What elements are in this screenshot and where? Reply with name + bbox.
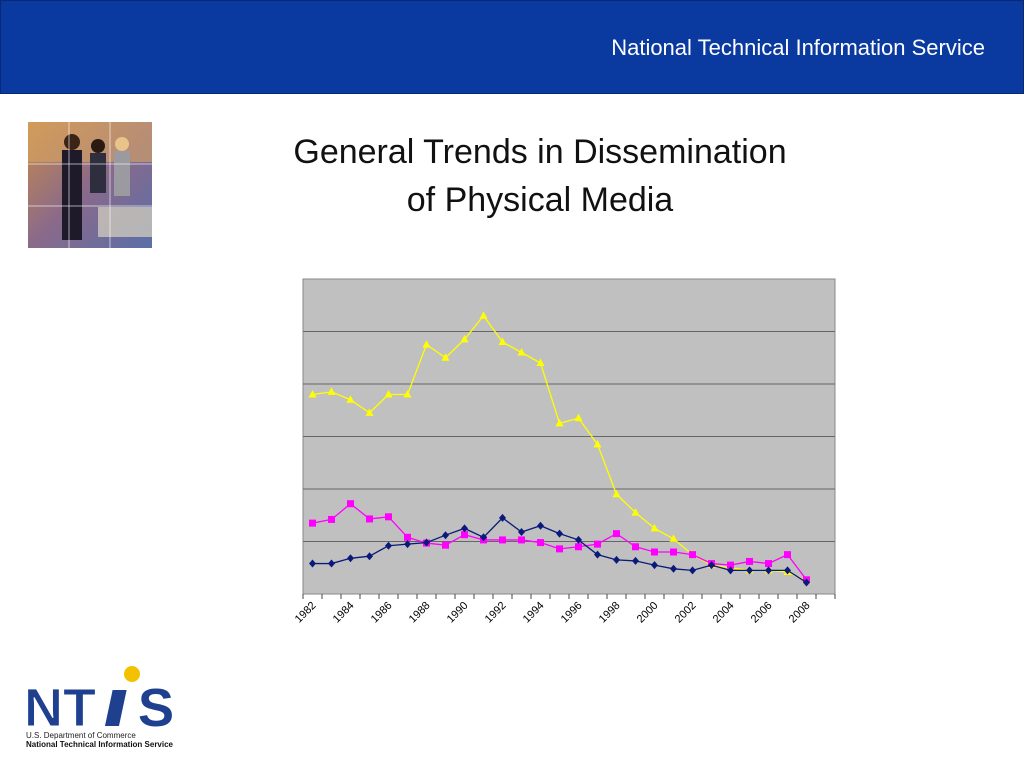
data-point [727,561,734,569]
data-point [442,541,449,549]
data-point [460,334,469,343]
data-point [404,533,411,541]
x-tick-label: 1988 [407,600,433,626]
data-point [517,348,526,356]
data-point [518,536,525,544]
data-point [575,543,582,551]
data-point [404,540,411,549]
data-point [632,556,639,565]
data-point [327,387,336,395]
data-point [556,545,563,553]
x-tick-label: 1994 [521,600,547,626]
ntis-logo: NT S [22,660,202,755]
data-point [536,358,545,366]
data-point [346,395,355,403]
data-point [575,535,582,544]
data-point [385,513,392,521]
data-point [594,550,601,559]
data-point [574,413,583,422]
data-point [670,564,677,573]
data-point [784,551,791,559]
data-point [803,578,810,587]
slide-title-line2: of Physical Media [406,181,674,219]
data-point [765,560,772,568]
data-point [708,561,715,570]
data-point [746,566,753,575]
data-point [366,552,373,561]
data-point [308,390,317,398]
data-point [669,534,678,542]
data-point [613,530,620,538]
data-point [423,538,430,547]
data-point [651,548,658,556]
data-point [461,531,468,539]
data-point [612,489,621,498]
data-point [309,559,316,568]
data-point [328,559,335,568]
data-point [650,523,659,532]
data-point [347,554,354,563]
data-point [498,337,507,345]
logo-agency-text: National Technical Information Service [26,740,173,749]
data-point [403,390,412,398]
data-point [556,529,563,538]
x-tick-label: 1990 [445,600,471,626]
data-point [746,557,753,565]
x-tick-label: 1984 [331,600,357,626]
data-point [689,551,696,559]
data-point [784,566,791,575]
x-tick-label: 1996 [559,600,585,626]
data-point [670,548,677,556]
data-point [347,500,354,508]
slide-title-line1: General Trends in Dissemination [293,133,787,171]
x-tick-label: 1982 [293,600,319,626]
data-point [594,540,601,548]
data-point [479,311,488,319]
data-point [555,418,564,427]
data-point [309,519,316,527]
data-point [499,536,506,544]
data-point [689,566,696,575]
svg-text:S: S [138,678,174,730]
data-point [422,340,431,348]
header-banner: National Technical Information Service [0,0,1024,94]
data-point [480,533,487,542]
data-point [384,390,393,398]
data-point [441,353,450,361]
x-tick-label: 1992 [483,600,509,626]
data-point [366,515,373,523]
data-point [727,566,734,575]
data-point [461,524,468,533]
data-point [365,408,374,416]
x-tick-label: 2008 [787,600,813,626]
data-point [651,561,658,570]
data-point [632,543,639,551]
header-title: National Technical Information Service [611,35,985,60]
x-tick-label: 2000 [635,600,661,626]
data-point [593,439,602,448]
data-point [765,566,772,575]
data-point [442,531,449,540]
x-tick-label: 1998 [597,600,623,626]
data-point [631,508,640,516]
x-tick-label: 2004 [711,600,737,626]
x-tick-label: 1986 [369,600,395,626]
slide-title: General Trends in Dissemination of Physi… [190,128,890,224]
data-point [537,521,544,530]
data-point [537,539,544,547]
data-point [518,528,525,537]
data-point [385,541,392,550]
business-people-photo [28,122,152,248]
data-point [613,555,620,564]
data-point [328,515,335,523]
x-tick-label: 2002 [673,600,699,626]
x-tick-label: 2006 [749,600,775,626]
data-point [499,513,506,522]
svg-text:NT: NT [24,678,96,730]
logo-department-text: U.S. Department of Commerce [26,731,136,740]
